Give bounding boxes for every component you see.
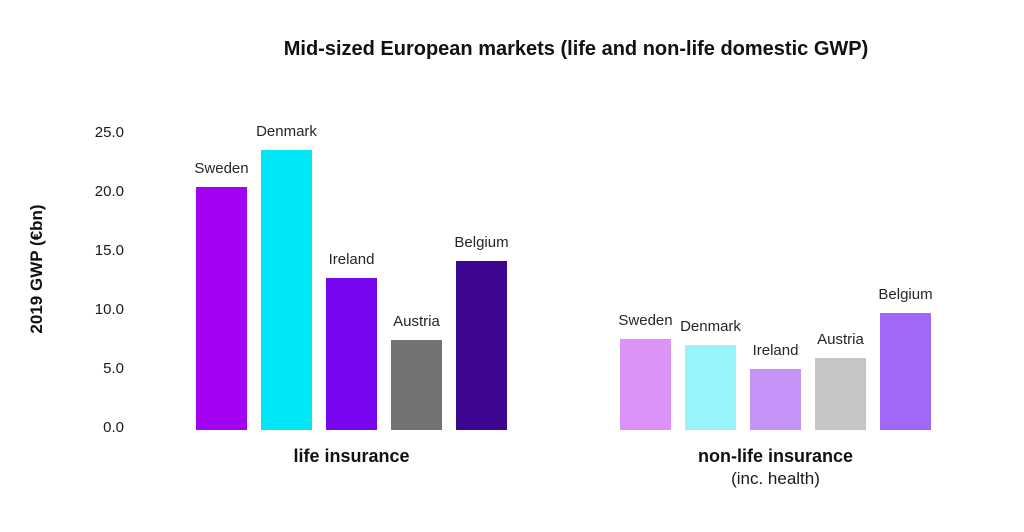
bar-denmark (261, 150, 312, 430)
bar-label-austria: Austria (393, 313, 440, 330)
bar-label-austria: Austria (817, 331, 864, 348)
bar-ireland (750, 369, 801, 430)
bar-column-austria: Austria (391, 313, 442, 430)
group-label-non-life-insurance: non-life insurance (697, 446, 854, 466)
bar-label-denmark: Denmark (256, 123, 317, 140)
group-sublabel: (inc. health) (731, 469, 820, 488)
bar-denmark (685, 345, 736, 430)
bar-label-sweden: Sweden (618, 312, 673, 329)
bar-belgium (880, 313, 931, 430)
y-tick-label: 25.0 (94, 124, 124, 141)
bar-label-belgium: Belgium (454, 234, 509, 251)
bar-label-ireland: Ireland (752, 342, 799, 359)
bar-column-belgium: Belgium (454, 234, 509, 430)
bar-column-austria: Austria (815, 331, 866, 430)
bar-column-ireland: Ireland (750, 342, 801, 430)
bar-austria (815, 358, 866, 430)
bar-label-denmark: Denmark (680, 318, 741, 335)
bar-label-belgium: Belgium (878, 286, 933, 303)
bar-label-ireland: Ireland (328, 251, 375, 268)
y-tick-label: 5.0 (103, 360, 124, 377)
bar-column-belgium: Belgium (878, 286, 933, 430)
y-tick-label: 10.0 (94, 301, 124, 318)
bar-column-sweden: Sweden (194, 160, 249, 430)
bar-column-sweden: Sweden (618, 312, 673, 430)
bar-ireland (326, 278, 377, 430)
y-tick-label: 0.0 (103, 419, 124, 436)
bar-column-denmark: Denmark (680, 318, 741, 430)
y-tick-label: 20.0 (94, 183, 124, 200)
bar-belgium (456, 261, 507, 430)
bar-column-denmark: Denmark (256, 123, 317, 430)
chart-title: Mid-sized European markets (life and non… (283, 38, 869, 60)
bar-austria (391, 340, 442, 430)
bar-column-ireland: Ireland (326, 251, 377, 430)
bar-sweden (196, 187, 247, 430)
bar-label-sweden: Sweden (194, 160, 249, 177)
y-axis-label: 2019 GWP (€bn) (27, 204, 46, 334)
y-tick-label: 15.0 (94, 242, 124, 259)
group-label-life-insurance: life insurance (293, 446, 410, 466)
bar-sweden (620, 339, 671, 430)
bar-group-non-life-insurance: Sweden Denmark Ireland Austria Belgium (618, 0, 933, 430)
bar-group-life-insurance: Sweden Denmark Ireland Austria Belgium (194, 0, 509, 430)
